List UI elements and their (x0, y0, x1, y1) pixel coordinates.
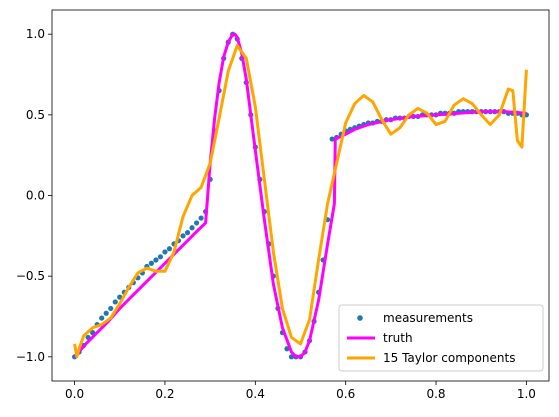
measurement-point (157, 254, 164, 260)
measurement-point (112, 299, 118, 305)
legend-label: measurements (383, 311, 473, 325)
measurement-point (329, 136, 335, 142)
measurement-point (180, 233, 186, 239)
x-tick-label: 0.0 (65, 387, 84, 401)
measurement-point (153, 257, 159, 263)
measurement-point (148, 260, 154, 266)
x-tick-label: 0.8 (426, 387, 445, 401)
measurement-point (99, 315, 105, 321)
y-tick-label: 0.5 (26, 108, 45, 122)
measurement-point (198, 215, 204, 221)
measurement-point (189, 225, 195, 231)
y-tick-label: −1.0 (16, 350, 45, 364)
measurement-point (162, 249, 168, 255)
legend-label: truth (383, 331, 413, 345)
y-tick-label: 1.0 (26, 27, 45, 41)
truth-line (73, 32, 527, 359)
y-axis: −1.0 −0.5 0.0 0.5 1.0 (16, 27, 52, 364)
legend: measurements truth 15 Taylor components (338, 304, 544, 372)
x-tick-label: 1.0 (517, 387, 536, 401)
measurement-point (108, 305, 114, 312)
taylor-line (73, 43, 528, 359)
legend-swatch-marker (357, 315, 363, 321)
y-tick-label: 0.0 (26, 189, 45, 203)
legend-box (338, 304, 544, 372)
x-tick-label: 0.4 (246, 387, 265, 401)
x-tick-label: 0.6 (336, 387, 355, 401)
x-axis: 0.0 0.2 0.4 0.6 0.8 1.0 (65, 381, 536, 401)
measurement-point (103, 310, 109, 316)
measurement-point (184, 230, 191, 236)
legend-label: 15 Taylor components (383, 351, 515, 365)
measurement-point (193, 220, 200, 226)
x-tick-label: 0.2 (155, 387, 174, 401)
measurement-point (166, 246, 173, 252)
y-tick-label: −0.5 (16, 269, 45, 283)
series-layer (71, 31, 530, 360)
